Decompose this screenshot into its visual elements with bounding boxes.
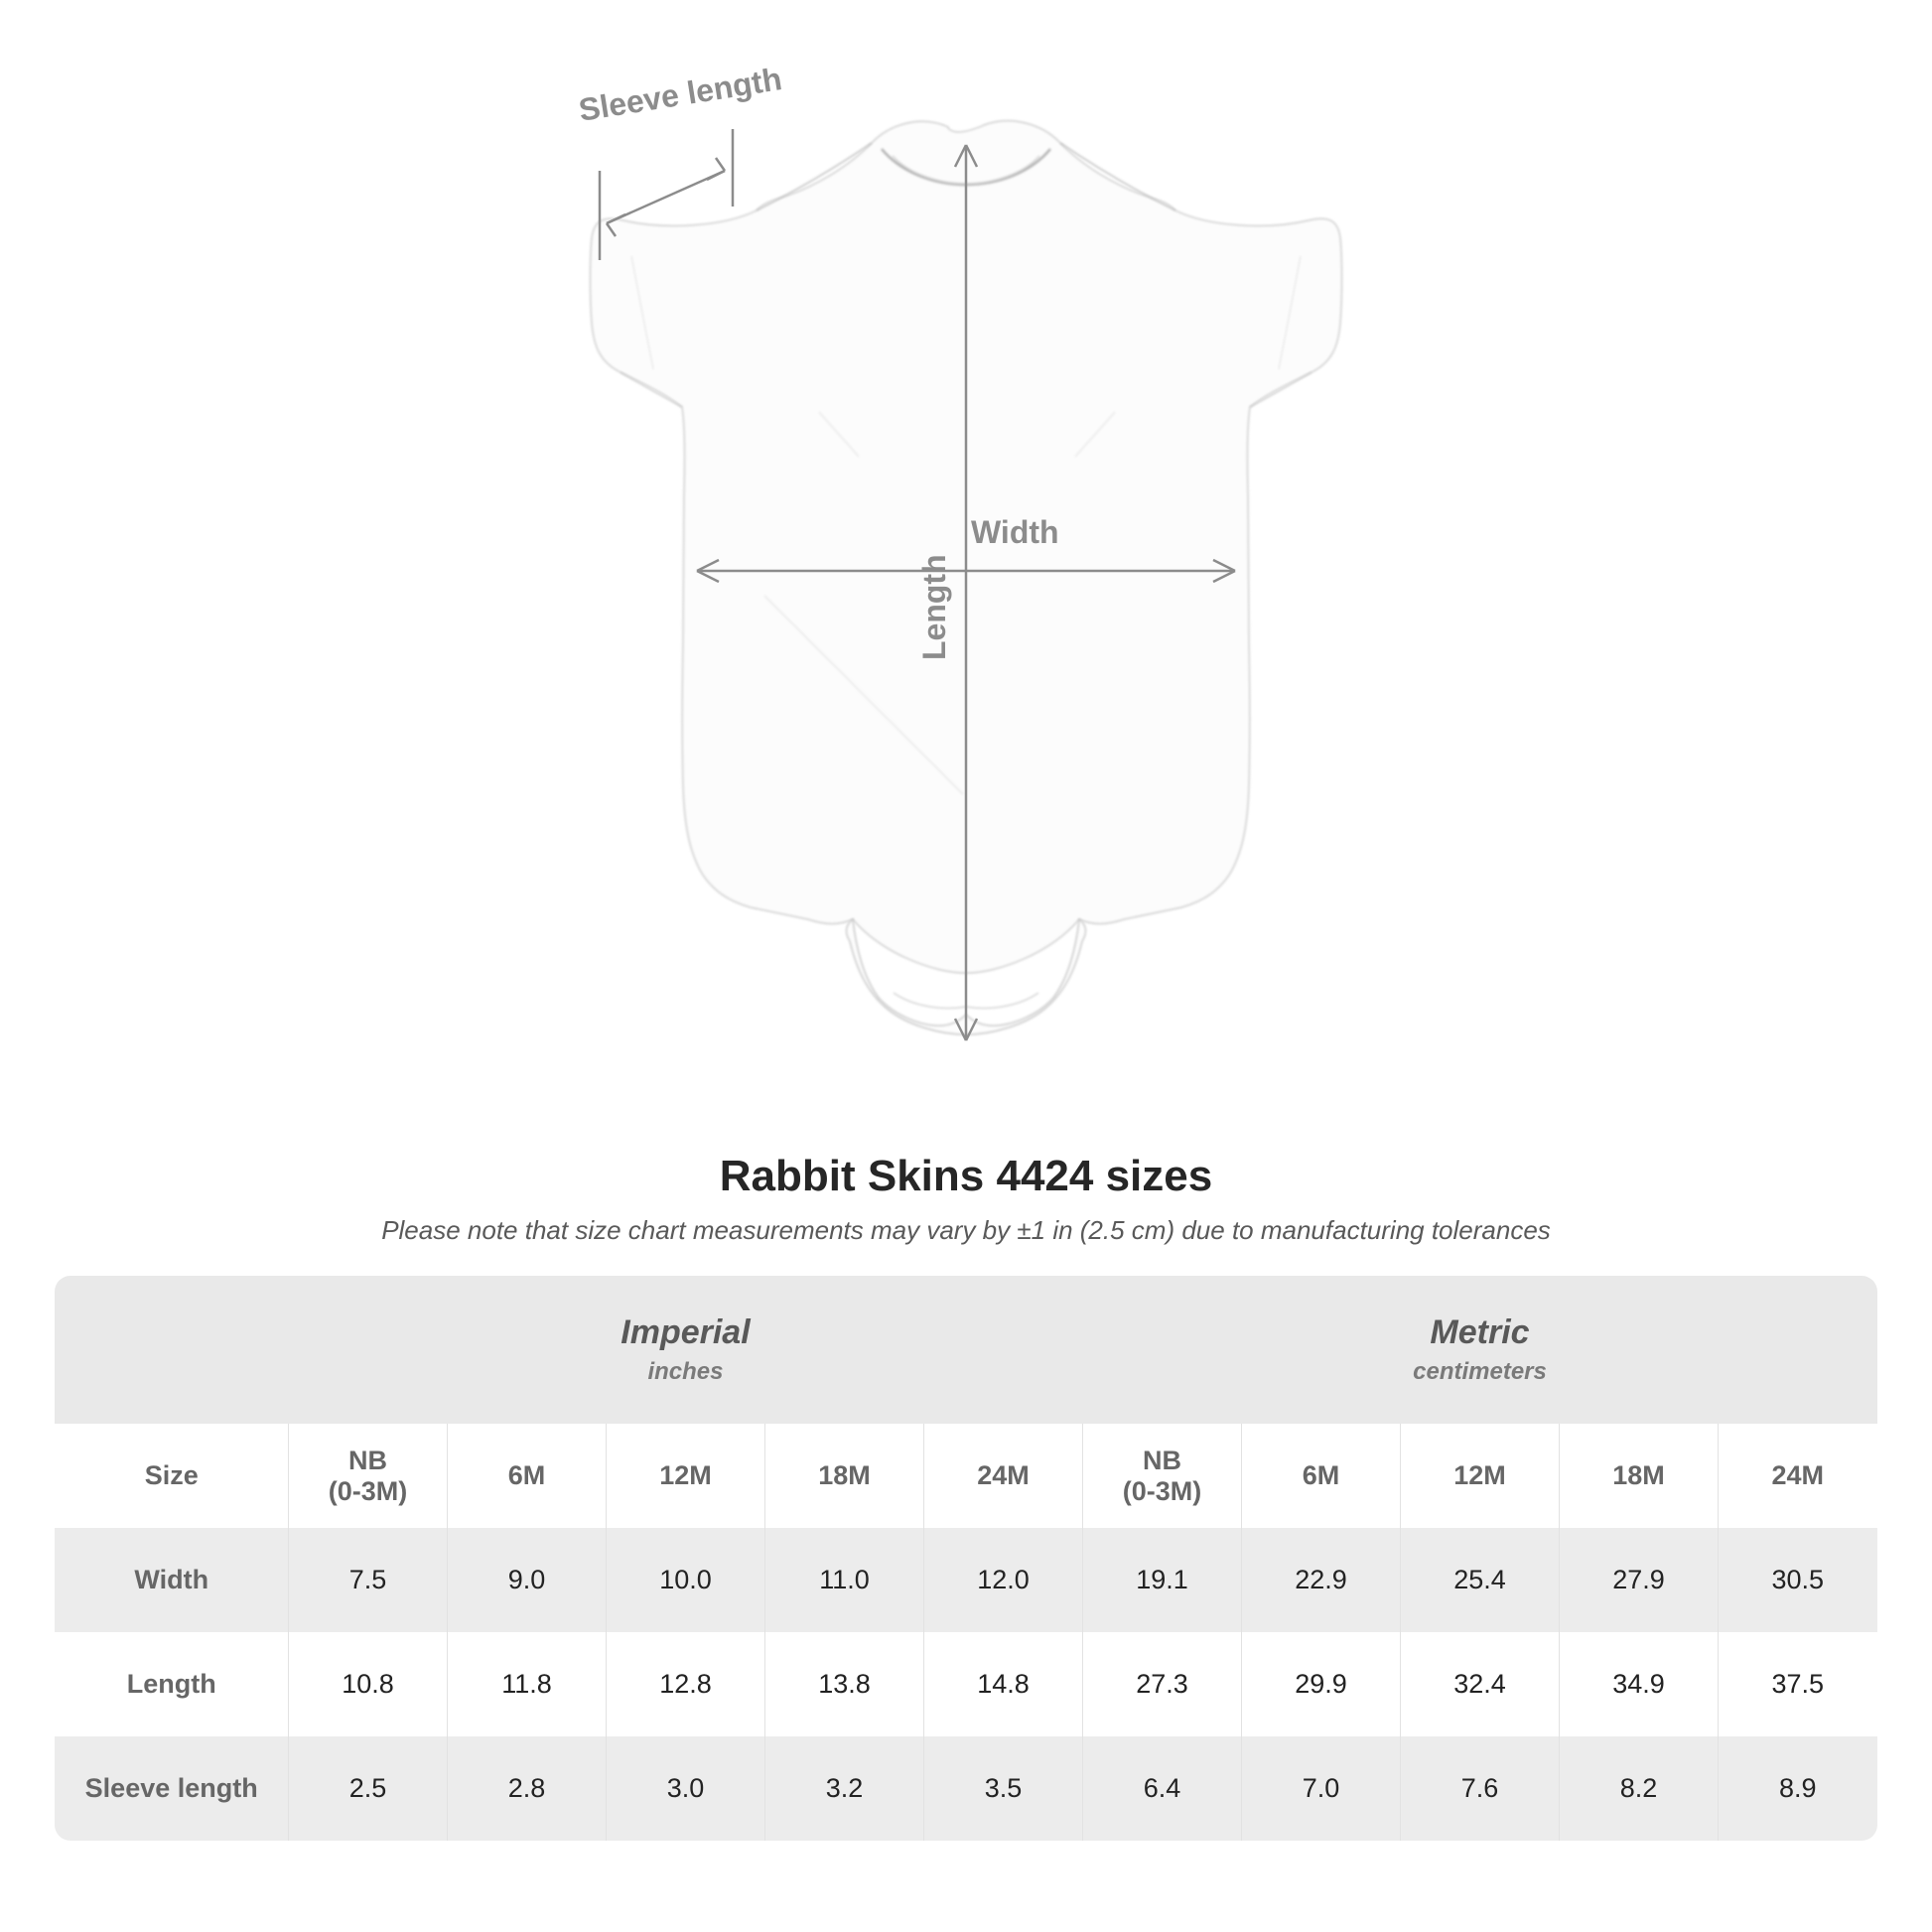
svg-text:Width: Width (971, 514, 1059, 550)
svg-text:Sleeve length: Sleeve length (576, 61, 783, 128)
